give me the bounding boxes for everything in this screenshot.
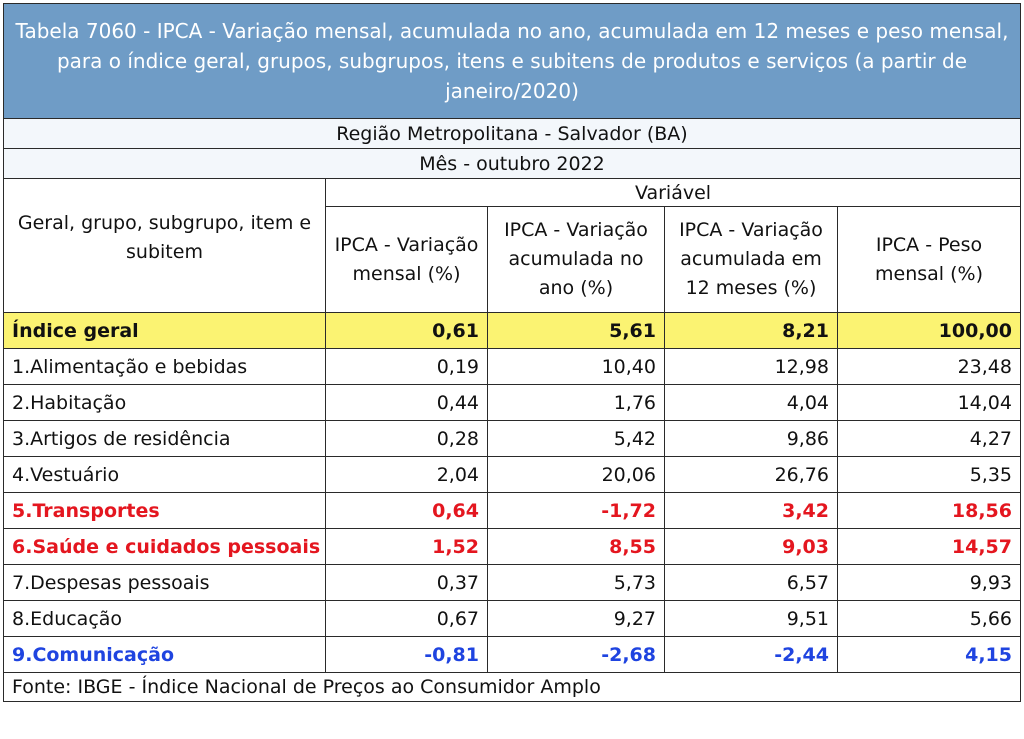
row-value: -2,44: [664, 636, 838, 673]
region-label: Região Metropolitana - Salvador (BA): [3, 118, 1021, 149]
ipca-table: Tabela 7060 - IPCA - Variação mensal, ac…: [3, 3, 1021, 702]
table-row: Índice geral 0,61 5,61 8,21 100,00: [3, 312, 1021, 349]
row-value: 3,42: [664, 492, 838, 529]
table-title: Tabela 7060 - IPCA - Variação mensal, ac…: [3, 3, 1021, 119]
row-value: 5,35: [837, 456, 1021, 493]
row-value: 5,61: [487, 312, 665, 349]
row-value: 26,76: [664, 456, 838, 493]
row-value: 10,40: [487, 348, 665, 385]
table-row: 1.Alimentação e bebidas 0,19 10,40 12,98 23,…: [3, 348, 1021, 385]
row-value: 0,19: [325, 348, 488, 385]
month-label: Mês - outubro 2022: [3, 148, 1021, 179]
table-row: 9.Comunicação -0,81 -2,68 -2,44 4,15: [3, 636, 1021, 673]
row-label: Índice geral: [3, 312, 326, 349]
row-label: 5.Transportes: [3, 492, 326, 529]
table-row: 7.Despesas pessoais 0,37 5,73 6,57 9,93: [3, 564, 1021, 601]
row-value: 1,76: [487, 384, 665, 421]
row-value: 23,48: [837, 348, 1021, 385]
table-row: 2.Habitação 0,44 1,76 4,04 14,04: [3, 384, 1021, 421]
header-col-weight: IPCA - Peso mensal (%): [837, 206, 1021, 313]
row-label: 4.Vestuário: [3, 456, 326, 493]
source-footer: Fonte: IBGE - Índice Nacional de Preços …: [3, 672, 1021, 702]
table-row: 4.Vestuário 2,04 20,06 26,76 5,35: [3, 456, 1021, 493]
row-label: 3.Artigos de residência: [3, 420, 326, 457]
row-label: 1.Alimentação e bebidas: [3, 348, 326, 385]
row-value: 14,57: [837, 528, 1021, 565]
row-value: 0,61: [325, 312, 488, 349]
row-value: 5,73: [487, 564, 665, 601]
table-row: 6.Saúde e cuidados pessoais 1,52 8,55 9,03 1…: [3, 528, 1021, 565]
row-value: 2,04: [325, 456, 488, 493]
row-value: -0,81: [325, 636, 488, 673]
row-value: -2,68: [487, 636, 665, 673]
row-value: 20,06: [487, 456, 665, 493]
row-value: 4,04: [664, 384, 838, 421]
table-row: 8.Educação 0,67 9,27 9,51 5,66: [3, 600, 1021, 637]
row-value: 8,55: [487, 528, 665, 565]
row-value: 0,67: [325, 600, 488, 637]
row-label: 2.Habitação: [3, 384, 326, 421]
row-value: 6,57: [664, 564, 838, 601]
row-label: 9.Comunicação: [3, 636, 326, 673]
row-value: 4,15: [837, 636, 1021, 673]
row-label: 7.Despesas pessoais: [3, 564, 326, 601]
header-group: Variável: [325, 178, 1021, 207]
row-value: 5,42: [487, 420, 665, 457]
row-value: 4,27: [837, 420, 1021, 457]
row-value: 0,37: [325, 564, 488, 601]
header-first-col: Geral, grupo, subgrupo, item e subitem: [3, 178, 326, 313]
row-value: 18,56: [837, 492, 1021, 529]
row-value: 1,52: [325, 528, 488, 565]
row-value: 8,21: [664, 312, 838, 349]
header-col-year: IPCA - Variação acumulada no ano (%): [487, 206, 665, 313]
row-value: 100,00: [837, 312, 1021, 349]
row-value: 9,51: [664, 600, 838, 637]
row-value: 0,44: [325, 384, 488, 421]
row-value: 9,93: [837, 564, 1021, 601]
row-value: 9,27: [487, 600, 665, 637]
header-col-12months: IPCA - Variação acumulada em 12 meses (%…: [664, 206, 838, 313]
row-value: 5,66: [837, 600, 1021, 637]
row-value: -1,72: [487, 492, 665, 529]
row-value: 9,86: [664, 420, 838, 457]
row-value: 12,98: [664, 348, 838, 385]
table-row: 5.Transportes 0,64 -1,72 3,42 18,56: [3, 492, 1021, 529]
row-value: 14,04: [837, 384, 1021, 421]
ipca-table-container: Tabela 7060 - IPCA - Variação mensal, ac…: [3, 3, 1021, 702]
row-value: 0,28: [325, 420, 488, 457]
row-value: 9,03: [664, 528, 838, 565]
header-col-monthly: IPCA - Variação mensal (%): [325, 206, 488, 313]
row-value: 0,64: [325, 492, 488, 529]
row-label: 8.Educação: [3, 600, 326, 637]
row-label: 6.Saúde e cuidados pessoais: [3, 528, 326, 565]
table-row: 3.Artigos de residência 0,28 5,42 9,86 4,27: [3, 420, 1021, 457]
